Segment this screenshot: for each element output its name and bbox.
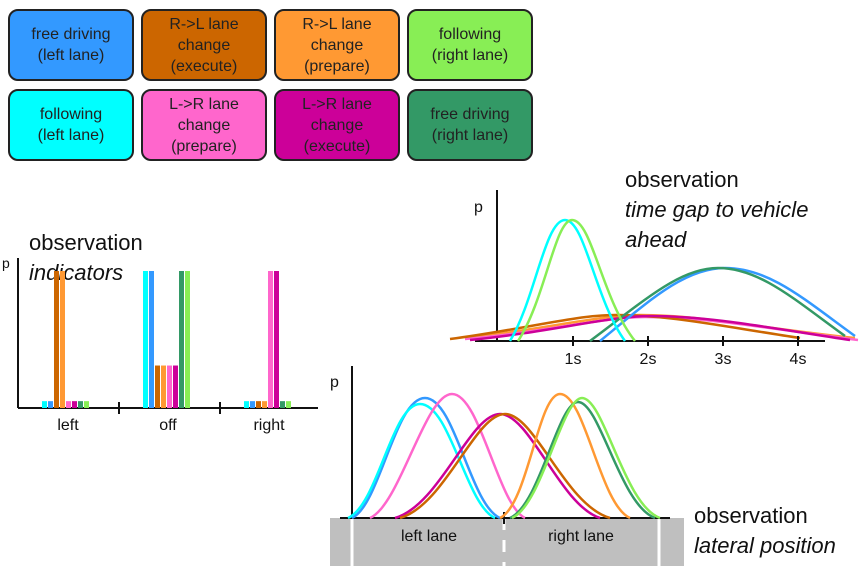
lat-free-driving-left <box>351 396 501 520</box>
indicator-bar-left-2 <box>54 271 59 408</box>
indicator-bar-left-4 <box>66 401 71 408</box>
road <box>330 518 684 566</box>
lat-r-l-prepare <box>499 392 631 520</box>
legend-following-right: following (right lane) <box>407 9 533 81</box>
lateral-y-axis-label: p <box>330 374 339 391</box>
indicator-bar-right-2 <box>256 401 261 408</box>
indicator-bar-right-5 <box>274 271 279 408</box>
indicators-cat-right: right <box>253 417 285 434</box>
lateral-title: observation <box>694 503 808 528</box>
time-gap-subtitle-2: ahead <box>625 227 687 252</box>
time-gap-title: observation <box>625 167 739 192</box>
lateral-curves <box>347 392 661 520</box>
lateral-subtitle: lateral position <box>694 533 836 558</box>
lat-following-left <box>347 402 496 520</box>
indicator-bar-right-6 <box>280 401 285 408</box>
indicator-bar-left-6 <box>78 401 83 408</box>
indicators-chart: p left off right <box>2 255 318 434</box>
lat-l-r-prepare <box>369 392 526 520</box>
time-gap-tick-1s: 1s <box>565 351 582 368</box>
legend-r-l-change-prepare: R->L lane change (prepare) <box>274 9 400 81</box>
indicators-cat-off: off <box>159 417 177 434</box>
indicators-y-axis-label: p <box>2 255 10 271</box>
time-gap-curves <box>449 218 859 343</box>
legend-l-r-change-prepare: L->R lane change (prepare) <box>141 89 267 161</box>
time-gap-tick-3s: 3s <box>715 351 732 368</box>
indicator-bar-left-1 <box>48 401 53 408</box>
lateral-right-lane: right lane <box>548 528 614 545</box>
indicator-bar-left-5 <box>72 401 77 408</box>
indicator-bar-off-7 <box>185 271 190 408</box>
time-gap-chart: p 1s 2s 3s 4s <box>449 190 859 368</box>
lat-r-l-execute <box>399 412 611 520</box>
time-gap-y-axis-label: p <box>474 199 483 216</box>
legend-r-l-change-execute: R->L lane change (execute) <box>141 9 267 81</box>
indicator-bar-off-0 <box>143 271 148 408</box>
indicator-bar-right-1 <box>250 401 255 408</box>
indicator-bar-off-6 <box>179 271 184 408</box>
curve-free-driving-right <box>589 266 846 343</box>
time-gap-tick-4s: 4s <box>790 351 807 368</box>
legend-l-r-change-execute: L->R lane change (execute) <box>274 89 400 161</box>
legend-free-driving-right: free driving (right lane) <box>407 89 533 161</box>
indicators-bars <box>42 271 291 408</box>
lateral-label: observation lateral position <box>694 501 836 561</box>
indicator-bar-right-4 <box>268 271 273 408</box>
lat-free-driving-right <box>509 400 656 520</box>
indicator-bar-right-7 <box>286 401 291 408</box>
legend-following-left: following (left lane) <box>8 89 134 161</box>
curve-r-l-execute <box>449 313 801 341</box>
indicators-label: observation indicators <box>29 228 143 288</box>
indicator-bar-off-5 <box>173 365 178 408</box>
indicator-bar-left-3 <box>60 271 65 408</box>
indicator-bar-left-7 <box>84 401 89 408</box>
indicator-bar-right-0 <box>244 401 249 408</box>
indicators-cat-left: left <box>57 417 79 434</box>
time-gap-label: observation time gap to vehicle ahead <box>625 165 808 255</box>
lateral-chart: p left lane right lane <box>330 366 684 566</box>
indicator-bar-off-2 <box>155 365 160 408</box>
curve-l-r-execute <box>469 314 851 342</box>
lateral-left-lane: left lane <box>401 528 457 545</box>
time-gap-subtitle-1: time gap to vehicle <box>625 197 809 222</box>
indicator-bar-off-4 <box>167 365 172 408</box>
curve-following-left <box>508 218 627 342</box>
indicators-title: observation <box>29 230 143 255</box>
time-gap-tick-2s: 2s <box>640 351 657 368</box>
indicators-subtitle: indicators <box>29 260 124 285</box>
legend-free-driving-left: free driving (left lane) <box>8 9 134 81</box>
indicator-bar-off-3 <box>161 365 166 408</box>
indicator-bar-off-1 <box>149 271 154 408</box>
indicator-bar-right-3 <box>262 401 267 408</box>
curve-following-right <box>516 218 636 342</box>
indicator-bar-left-0 <box>42 401 47 408</box>
lat-following-right <box>511 396 661 520</box>
